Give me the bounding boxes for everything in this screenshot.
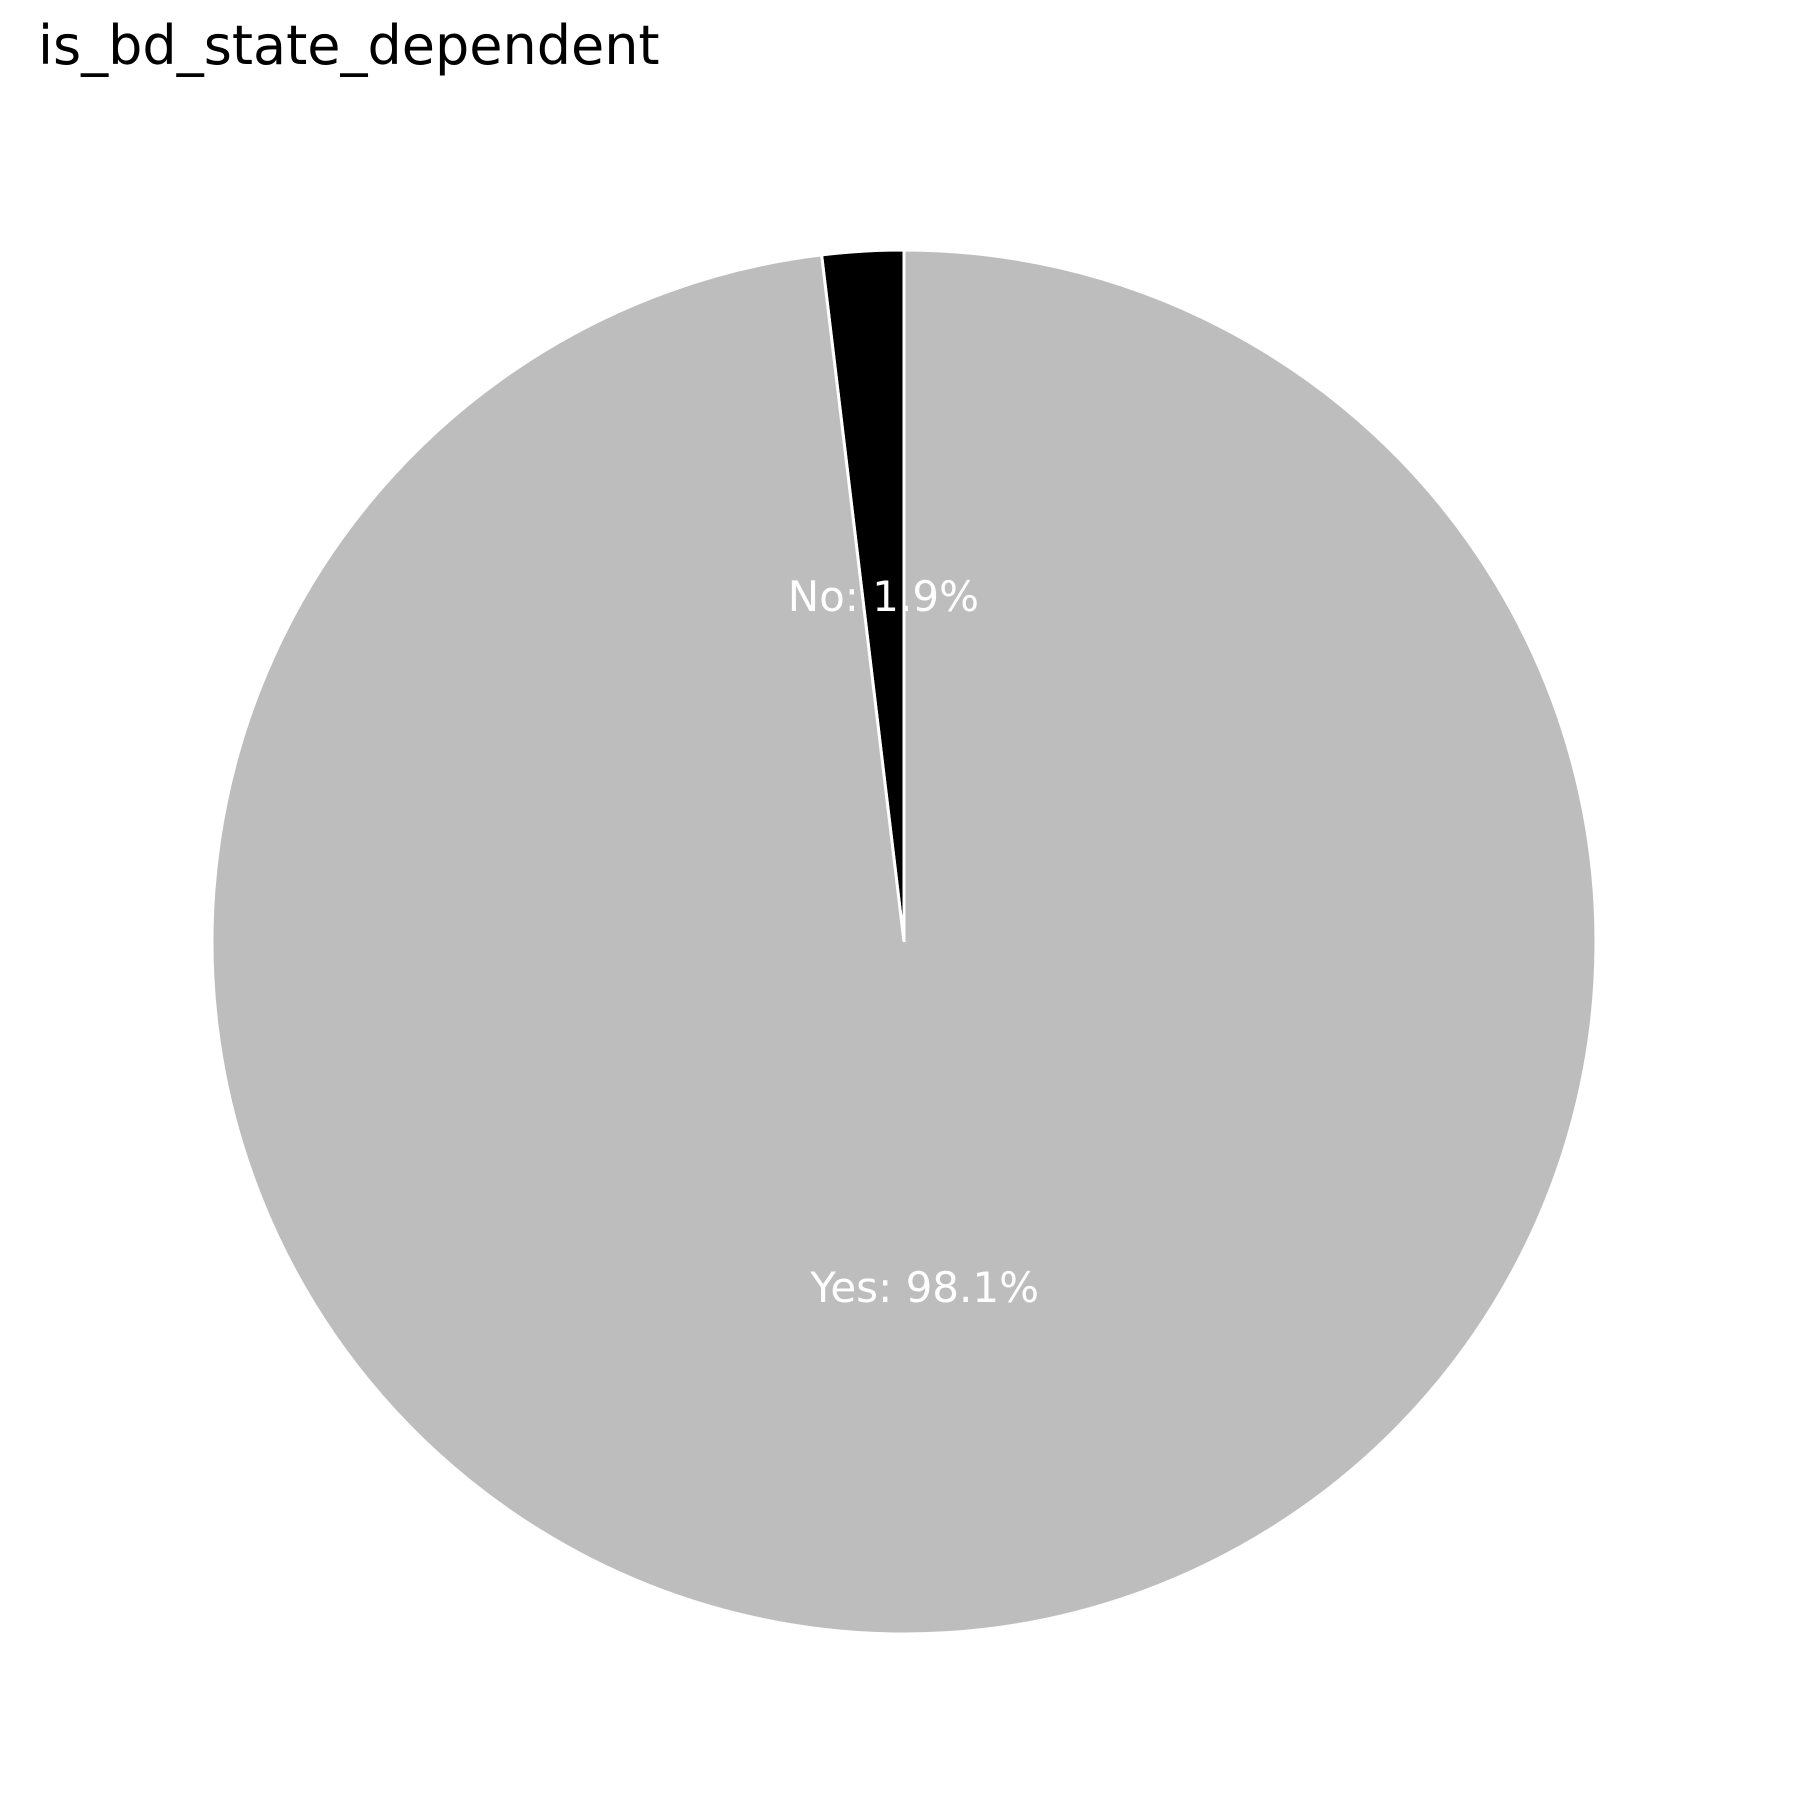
slice-label-yes: Yes: 98.1% [809,1263,1039,1312]
pie-slices [210,248,1598,1636]
chart-title: is_bd_state_dependent [38,14,660,77]
pie-labels: No: 1.9% Yes: 98.1% [788,572,1039,1312]
pie-slice-yes [210,248,1598,1636]
slice-label-no: No: 1.9% [788,572,979,621]
